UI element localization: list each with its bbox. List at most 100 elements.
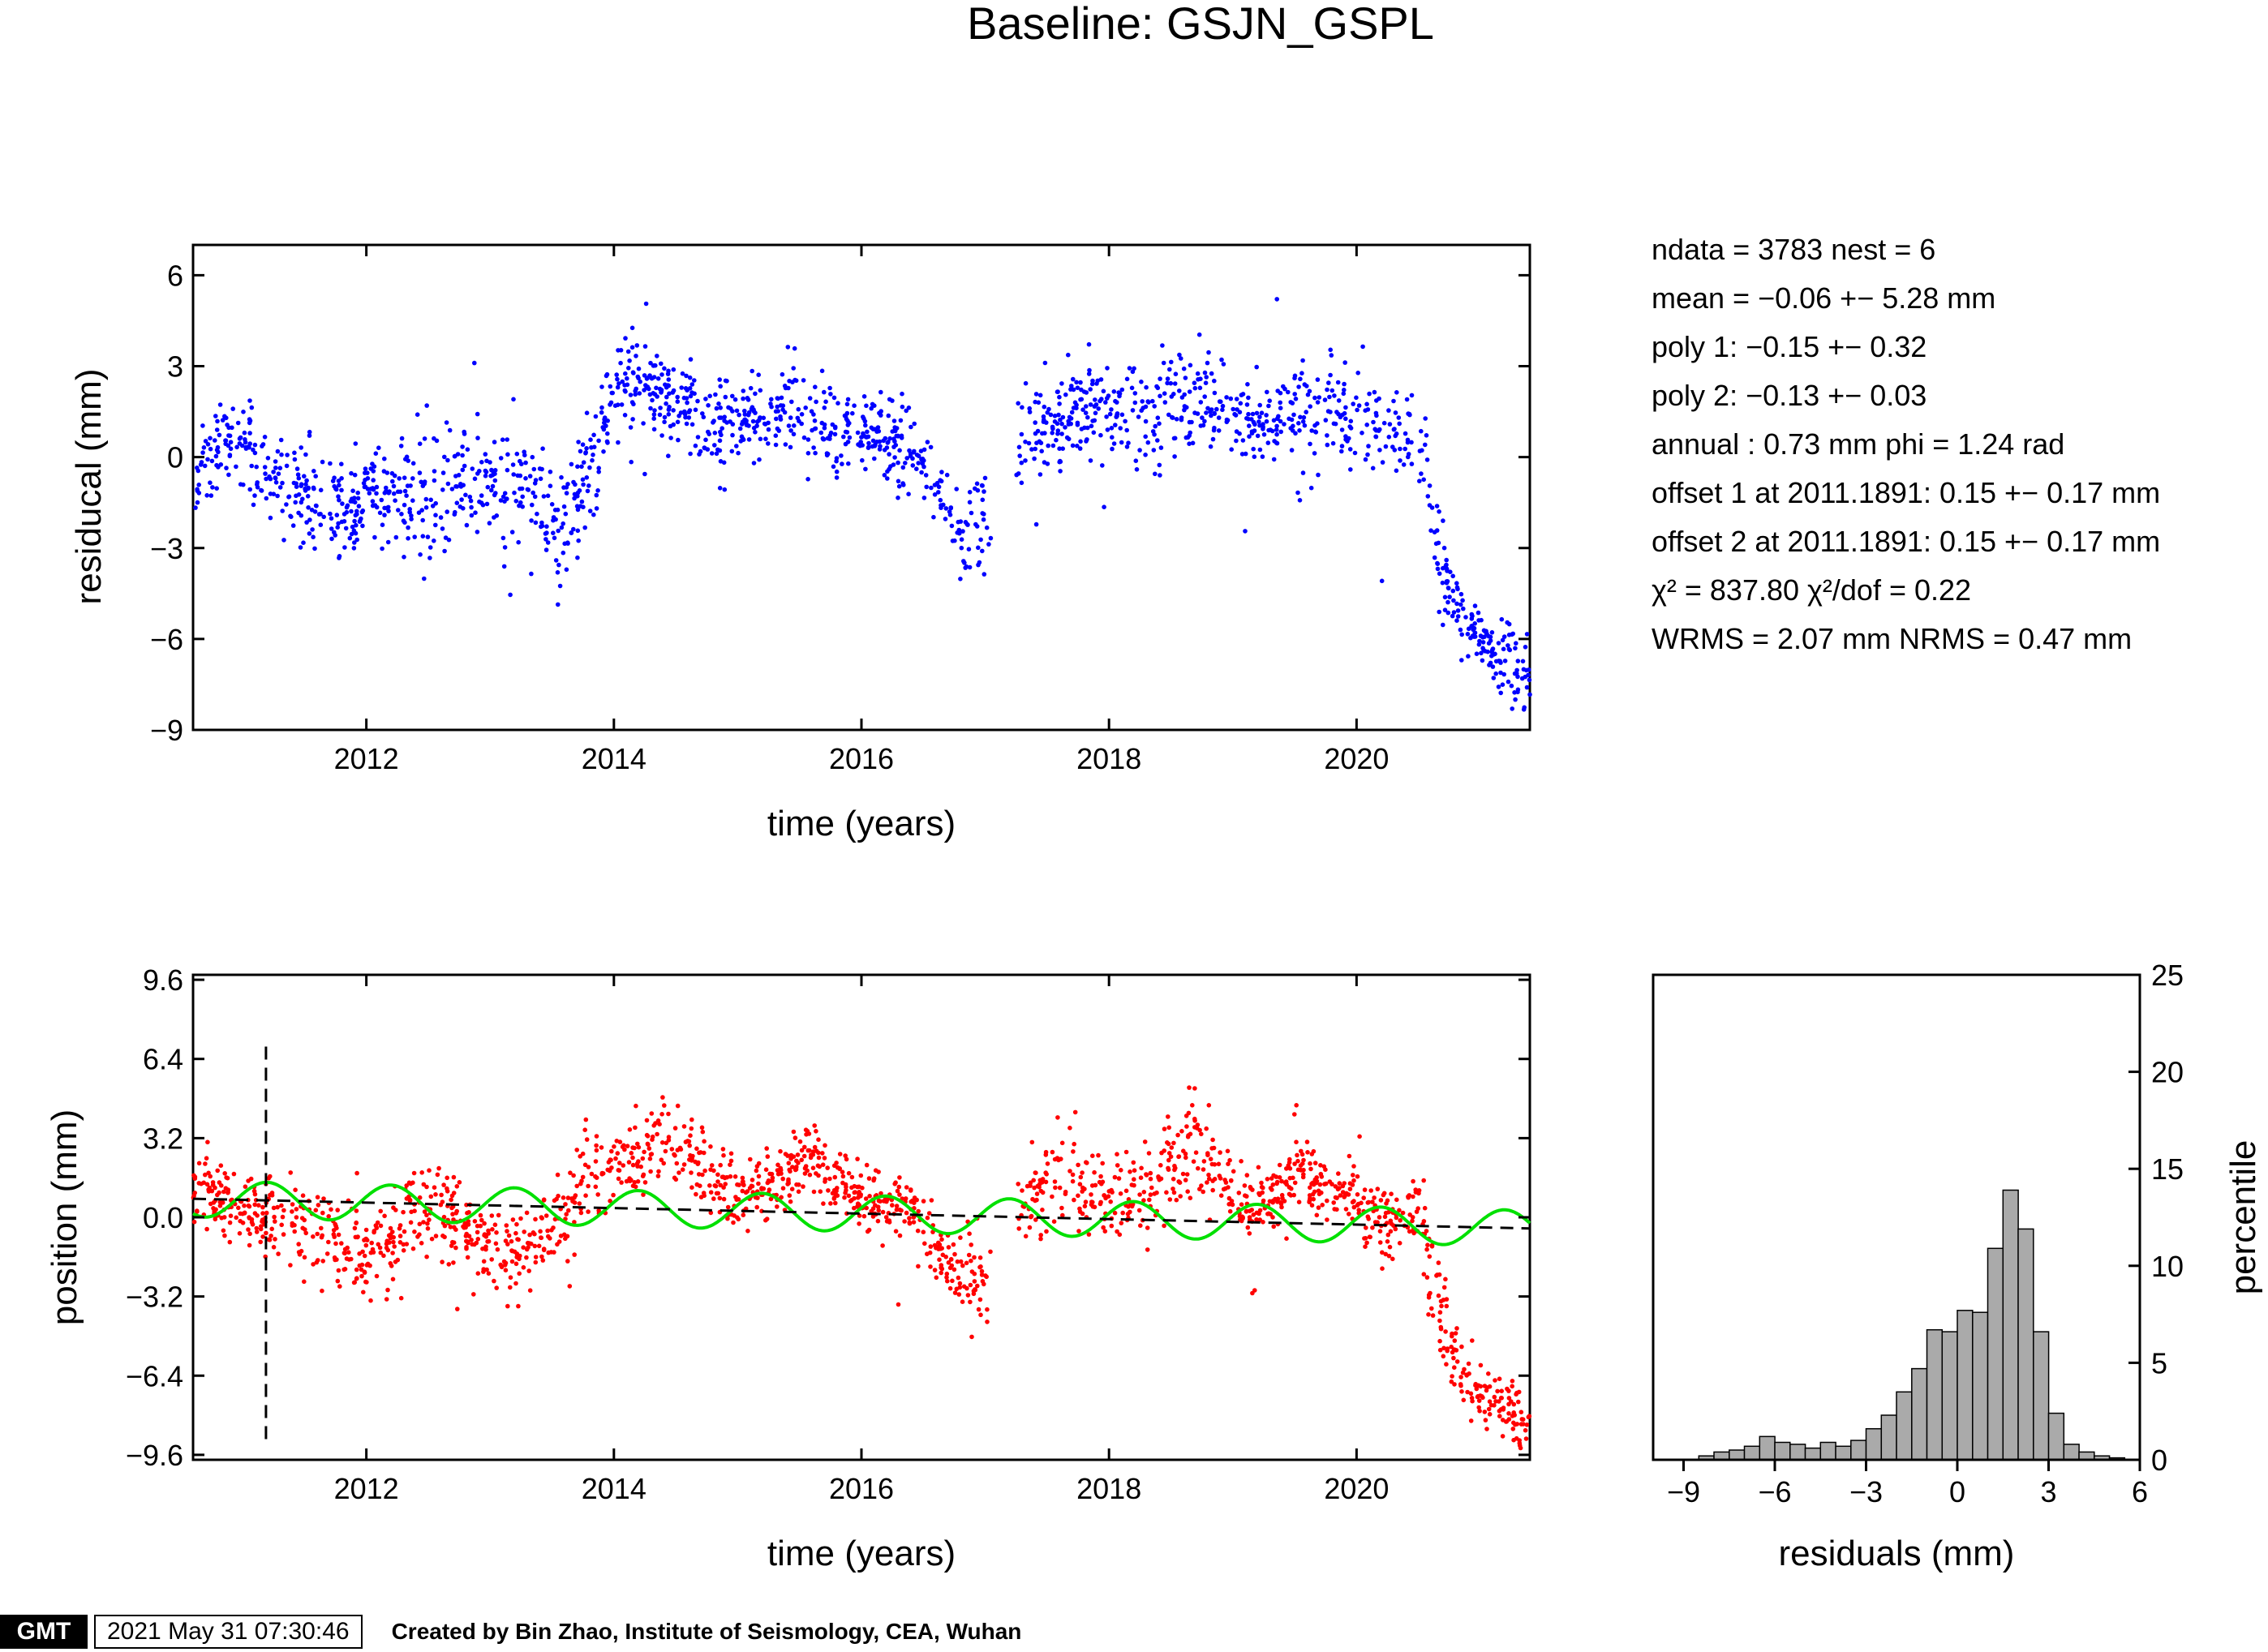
data-point xyxy=(959,545,964,551)
data-point xyxy=(1084,404,1089,409)
data-point xyxy=(1244,402,1250,407)
data-point xyxy=(934,1275,939,1281)
data-point xyxy=(251,1188,257,1194)
data-point xyxy=(1458,591,1464,597)
data-point xyxy=(816,1150,821,1156)
data-point xyxy=(1064,435,1070,440)
data-point xyxy=(750,368,754,374)
data-point xyxy=(1096,406,1101,411)
data-point xyxy=(1250,411,1256,417)
data-point xyxy=(634,354,638,358)
position-fit-lines xyxy=(192,1046,1531,1440)
data-point xyxy=(449,1243,454,1248)
data-point xyxy=(960,1299,965,1304)
data-point xyxy=(1174,417,1179,422)
data-point xyxy=(864,1162,870,1168)
data-point xyxy=(1224,395,1229,400)
data-point xyxy=(663,1148,668,1154)
data-point xyxy=(1410,1215,1415,1220)
data-point xyxy=(742,412,748,417)
data-point xyxy=(1299,1152,1305,1157)
data-point xyxy=(428,497,433,503)
data-point xyxy=(1458,1375,1463,1380)
data-point xyxy=(424,1254,429,1259)
data-point xyxy=(815,1163,821,1169)
data-point xyxy=(307,433,312,438)
data-point xyxy=(1201,423,1206,428)
data-point xyxy=(215,1168,221,1174)
data-point xyxy=(486,1271,492,1276)
data-point xyxy=(1204,410,1209,415)
histogram-bar xyxy=(2063,1444,2080,1461)
data-point xyxy=(1409,393,1415,398)
data-point xyxy=(1038,1233,1043,1238)
data-point xyxy=(361,1289,366,1295)
data-point xyxy=(203,1161,208,1166)
data-point xyxy=(333,1241,338,1247)
data-point xyxy=(1339,448,1344,454)
data-point xyxy=(678,410,684,415)
data-point xyxy=(740,1188,745,1194)
data-point xyxy=(538,476,543,482)
data-point xyxy=(622,413,628,418)
data-point xyxy=(957,1281,963,1286)
data-point xyxy=(844,401,850,407)
data-point xyxy=(417,470,423,475)
data-point xyxy=(1077,1206,1082,1212)
data-point xyxy=(412,1229,417,1234)
data-point xyxy=(354,537,360,543)
data-point xyxy=(866,445,871,450)
data-point xyxy=(1354,395,1359,401)
data-point xyxy=(1397,1208,1402,1213)
data-point xyxy=(1360,431,1364,436)
histogram-bar xyxy=(2047,1412,2065,1461)
data-point xyxy=(594,1148,599,1153)
data-point xyxy=(921,1229,926,1234)
data-point xyxy=(1437,509,1441,514)
data-point xyxy=(1484,1427,1489,1431)
data-point xyxy=(1074,380,1079,385)
data-point xyxy=(1299,1168,1304,1173)
data-point xyxy=(1526,1414,1531,1420)
data-point xyxy=(453,509,457,515)
data-point xyxy=(858,1192,863,1197)
data-point xyxy=(313,474,319,478)
data-point xyxy=(377,1245,383,1251)
data-point xyxy=(740,436,745,441)
data-point xyxy=(912,1200,917,1205)
data-point xyxy=(816,1155,822,1161)
data-point xyxy=(586,1165,591,1169)
data-point xyxy=(645,1141,651,1147)
data-point xyxy=(591,512,596,517)
data-point xyxy=(409,513,414,518)
data-point xyxy=(747,1186,753,1191)
data-point xyxy=(796,406,801,412)
data-point xyxy=(1247,1208,1252,1213)
data-point xyxy=(977,560,982,565)
data-point xyxy=(1097,1179,1102,1185)
data-point xyxy=(1234,438,1239,444)
data-point xyxy=(866,440,871,446)
data-point xyxy=(1228,396,1234,401)
data-point xyxy=(1360,344,1365,350)
data-point xyxy=(1329,388,1335,393)
data-point xyxy=(695,435,701,440)
data-point xyxy=(1205,1151,1210,1156)
data-point xyxy=(362,484,367,490)
data-point xyxy=(286,495,291,500)
data-point xyxy=(1109,426,1115,431)
data-point xyxy=(1302,423,1308,428)
data-point xyxy=(1435,566,1441,572)
data-point xyxy=(302,1217,307,1223)
data-point xyxy=(347,535,353,541)
data-point xyxy=(223,1186,229,1191)
data-point xyxy=(1450,1374,1454,1379)
data-point xyxy=(1088,387,1093,392)
data-point xyxy=(349,470,354,476)
data-point xyxy=(1308,441,1312,447)
data-point xyxy=(1429,1306,1434,1311)
data-point xyxy=(574,1183,579,1189)
data-point xyxy=(1277,1175,1282,1180)
data-point xyxy=(1274,1179,1280,1185)
